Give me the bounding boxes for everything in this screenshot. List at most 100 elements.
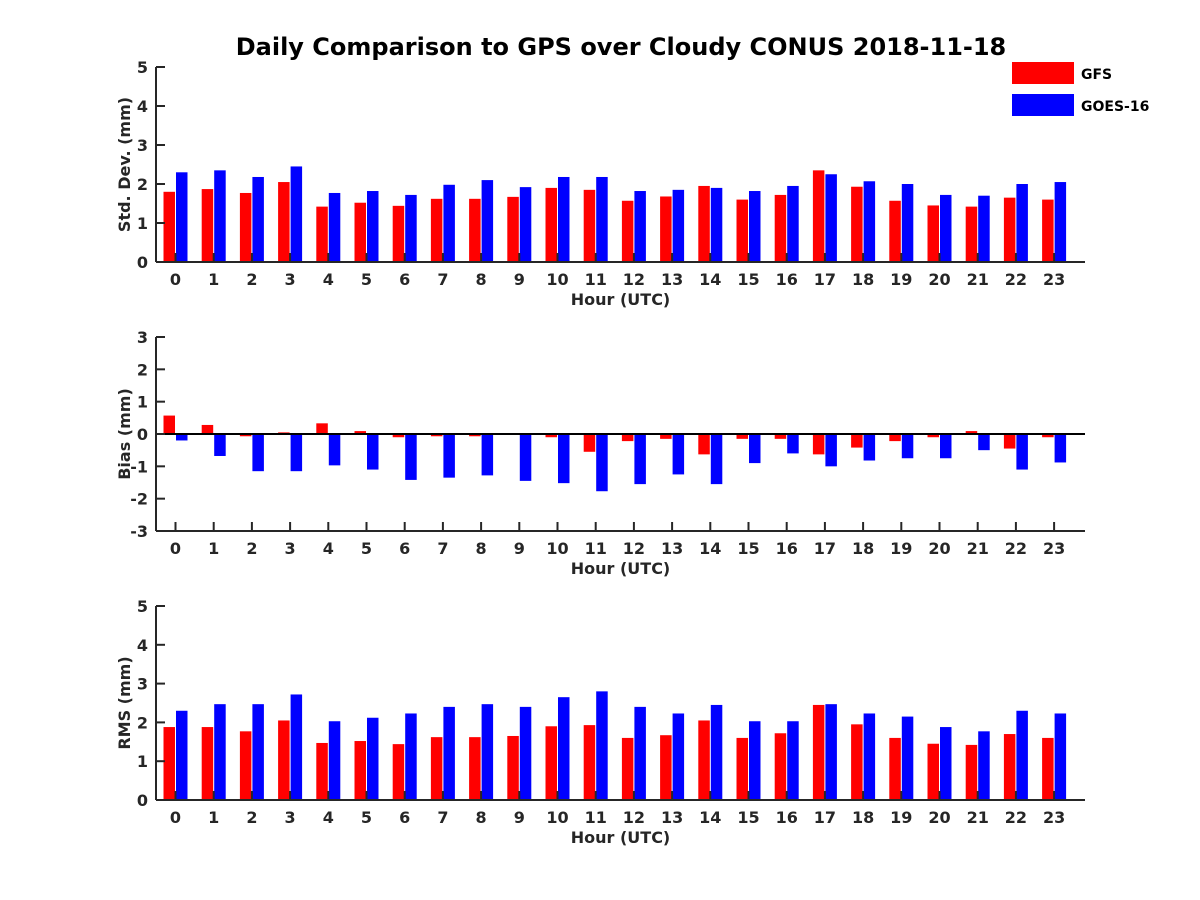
x-tick-label: 9 (514, 539, 525, 558)
x-tick-label: 20 (928, 270, 950, 289)
bar-goes-16-hour-8 (481, 704, 494, 800)
bar-gfs-hour-10 (545, 187, 557, 262)
bar-gfs-hour-19 (889, 200, 901, 262)
bar-goes-16-hour-18 (863, 181, 876, 262)
x-tick-label: 2 (246, 539, 257, 558)
x-tick-label: 5 (361, 539, 372, 558)
x-tick-label: 4 (323, 808, 334, 827)
x-tick-label: 11 (585, 539, 607, 558)
bar-gfs-hour-2 (239, 434, 252, 437)
bar-gfs-hour-16 (774, 194, 787, 262)
y-tick-label: 3 (137, 675, 148, 694)
x-tick-label: 6 (399, 270, 410, 289)
bar-goes-16-hour-22 (1016, 434, 1028, 470)
x-tick-label: 22 (1005, 539, 1027, 558)
bar-gfs-hour-4 (316, 742, 328, 800)
legend-label-gfs: GFS (1081, 67, 1112, 83)
bar-gfs-hour-18 (851, 724, 863, 800)
bar-goes-16-hour-14 (710, 434, 723, 485)
bar-goes-16-hour-1 (214, 704, 226, 800)
x-tick-label: 8 (476, 270, 487, 289)
x-tick-label: 20 (928, 539, 950, 558)
bar-gfs-hour-11 (583, 189, 596, 262)
x-tick-label: 19 (890, 808, 912, 827)
bar-goes-16-hour-10 (558, 434, 570, 484)
bar-gfs-hour-19 (889, 434, 901, 442)
bar-gfs-hour-1 (201, 727, 214, 800)
x-tick-label: 7 (437, 808, 448, 827)
bar-gfs-hour-6 (392, 434, 405, 438)
bar-goes-16-hour-0 (176, 172, 188, 262)
x-tick-label: 17 (814, 808, 836, 827)
bar-gfs-hour-1 (201, 424, 214, 434)
bar-gfs-hour-18 (851, 434, 863, 448)
bar-goes-16-hour-12 (634, 434, 646, 485)
x-tick-label: 15 (737, 270, 759, 289)
bar-goes-16-hour-23 (1054, 182, 1067, 262)
y-tick-label: 3 (137, 136, 148, 155)
x-tick-label: 7 (437, 539, 448, 558)
x-tick-label: 0 (170, 270, 181, 289)
bar-goes-16-hour-16 (787, 185, 799, 262)
bar-gfs-hour-22 (1003, 734, 1016, 800)
y-tick-label: -2 (130, 490, 148, 509)
bar-goes-16-hour-20 (940, 434, 952, 459)
bar-gfs-hour-6 (392, 744, 405, 800)
bar-goes-16-hour-15 (749, 434, 761, 464)
bar-gfs-hour-23 (1042, 434, 1054, 438)
y-tick-label: -1 (130, 457, 148, 476)
bar-goes-16-hour-11 (596, 176, 608, 262)
bar-gfs-hour-4 (316, 423, 328, 434)
bar-goes-16-hour-16 (787, 434, 799, 454)
x-tick-label: 6 (399, 539, 410, 558)
bar-goes-16-hour-13 (672, 713, 685, 800)
bar-goes-16-hour-7 (443, 434, 455, 478)
x-tick-label: 8 (476, 539, 487, 558)
x-tick-label: 13 (661, 270, 683, 289)
bar-goes-16-hour-18 (863, 713, 876, 800)
bar-gfs-hour-5 (354, 431, 366, 434)
bar-goes-16-hour-13 (672, 189, 685, 262)
bar-goes-16-hour-18 (863, 434, 876, 461)
x-tick-label: 16 (776, 270, 798, 289)
bar-goes-16-hour-0 (176, 710, 188, 800)
bar-gfs-hour-10 (545, 726, 557, 800)
bar-goes-16-hour-20 (940, 727, 952, 800)
x-tick-label: 10 (546, 539, 568, 558)
x-tick-label: 3 (285, 808, 296, 827)
y-axis-label: Std. Dev. (mm) (115, 97, 134, 232)
bar-goes-16-hour-8 (481, 434, 494, 476)
bar-gfs-hour-3 (278, 720, 290, 800)
bar-goes-16-hour-17 (825, 704, 837, 800)
bar-goes-16-hour-21 (978, 731, 990, 800)
bar-goes-16-hour-6 (405, 434, 417, 480)
bar-gfs-hour-9 (507, 735, 519, 800)
bar-gfs-hour-2 (239, 192, 252, 262)
bar-goes-16-hour-4 (328, 192, 341, 262)
bar-gfs-hour-12 (621, 737, 634, 800)
x-tick-label: 5 (361, 808, 372, 827)
bar-goes-16-hour-15 (749, 721, 761, 800)
bar-gfs-hour-19 (889, 737, 901, 800)
bar-goes-16-hour-2 (252, 434, 264, 472)
bar-goes-16-hour-10 (558, 697, 570, 800)
x-tick-label: 23 (1043, 808, 1065, 827)
bar-gfs-hour-13 (660, 735, 672, 800)
bar-goes-16-hour-19 (901, 716, 914, 800)
bar-gfs-hour-3 (278, 182, 290, 262)
bar-goes-16-hour-22 (1016, 184, 1028, 262)
x-tick-label: 14 (699, 808, 721, 827)
bar-gfs-hour-11 (583, 434, 596, 452)
x-tick-label: 18 (852, 539, 874, 558)
bar-goes-16-hour-5 (367, 191, 379, 262)
x-tick-label: 1 (208, 539, 219, 558)
bar-goes-16-hour-8 (481, 180, 494, 262)
x-tick-label: 12 (623, 808, 645, 827)
bar-gfs-hour-0 (163, 727, 175, 800)
bar-goes-16-hour-2 (252, 176, 264, 262)
bar-gfs-hour-8 (469, 737, 481, 800)
bar-gfs-hour-11 (583, 725, 596, 800)
